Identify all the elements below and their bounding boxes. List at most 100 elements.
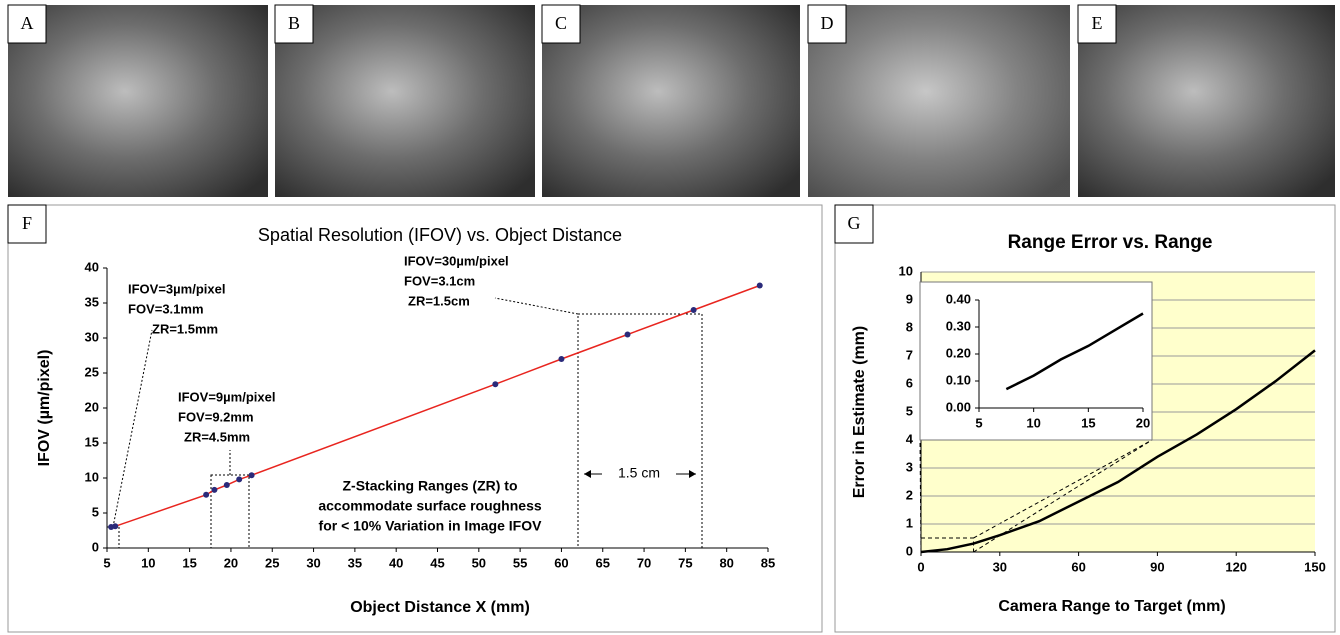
photo [275, 5, 535, 197]
x-tick-label: 45 [430, 555, 444, 570]
panel-label: A [21, 13, 34, 33]
chart-title: Spatial Resolution (IFOV) vs. Object Dis… [258, 225, 622, 245]
panel-label-box [1077, 4, 1117, 44]
y-tick-label: 10 [899, 263, 913, 278]
x-tick-label: 60 [554, 555, 568, 570]
data-point [248, 472, 255, 479]
data-point [223, 482, 230, 488]
data-point [624, 331, 631, 338]
photo [808, 5, 1070, 197]
panel-label: B [288, 13, 300, 33]
x-tick-label: 150 [1304, 559, 1326, 574]
series-line [1005, 312, 1144, 391]
plot-background [979, 300, 1143, 408]
y-tick-label: 20 [85, 399, 99, 414]
x-tick-label: 10 [141, 555, 155, 570]
data-point [236, 476, 243, 483]
y-axis-label: IFOV (µm/pixel) [36, 350, 53, 467]
annotation: IFOV=3µm/pixel [128, 281, 225, 296]
x-tick-label: 15 [182, 555, 196, 570]
x-tick-label: 120 [1225, 559, 1247, 574]
x-tick-label: 75 [678, 555, 692, 570]
x-axis-label: Camera Range to Target (mm) [998, 598, 1225, 615]
x-tick-label: 80 [719, 555, 733, 570]
series-line [920, 349, 1316, 554]
x-tick-label: 0 [917, 559, 924, 574]
data-point [492, 381, 499, 388]
y-tick-label: 30 [85, 329, 99, 344]
y-tick-label: 8 [906, 319, 913, 334]
x-tick-label: 15 [1081, 415, 1095, 430]
y-tick-label: 40 [85, 259, 99, 274]
x-tick-label: 10 [1026, 415, 1040, 430]
x-tick-label: 25 [265, 555, 279, 570]
annotation: ZR=4.5mm [184, 429, 250, 444]
y-tick-label: 5 [92, 504, 99, 519]
data-point [211, 486, 218, 493]
y-tick-label: 15 [85, 434, 99, 449]
panel-label: C [555, 13, 567, 33]
photo [8, 5, 268, 197]
x-tick-label: 30 [993, 559, 1007, 574]
panel-label-box [807, 4, 847, 44]
y-tick-label: 25 [85, 364, 99, 379]
leader [112, 329, 153, 528]
y-tick-label: 6 [906, 375, 913, 390]
x-tick-label: 90 [1150, 559, 1164, 574]
y-tick-label: 0.10 [946, 372, 971, 387]
photo [542, 5, 800, 197]
data-point [690, 307, 697, 313]
photo-row [8, 5, 1335, 197]
y-tick-label: 0.20 [946, 345, 971, 360]
panel-label-box [7, 4, 47, 44]
panel-label: D [821, 13, 834, 33]
chart-title: Range Error vs. Range [1008, 232, 1213, 253]
panel-label-box [834, 204, 874, 244]
data-point [558, 356, 565, 362]
y-tick-label: 9 [906, 291, 913, 306]
panel-frame [7, 204, 823, 633]
y-tick-label: 35 [85, 294, 99, 309]
x-tick-label: 30 [306, 555, 320, 570]
x-tick-label: 20 [224, 555, 238, 570]
annotation: for < 10% Variation in Image IFOV [319, 518, 543, 534]
y-tick-label: 0 [92, 539, 99, 554]
x-tick-label: 70 [637, 555, 651, 570]
panel-label: E [1092, 13, 1103, 33]
data-point [203, 491, 210, 498]
x-tick-label: 85 [761, 555, 775, 570]
panel-label-box [7, 204, 47, 244]
photo [1078, 5, 1335, 197]
data-point [112, 523, 119, 530]
annotation: FOV=3.1cm [404, 273, 475, 288]
annotation: FOV=3.1mm [128, 301, 204, 316]
y-tick-label: 7 [906, 347, 913, 362]
annotation: 1.5 cm [618, 465, 660, 481]
y-tick-label: 1 [906, 515, 913, 530]
x-tick-label: 60 [1071, 559, 1085, 574]
y-tick-label: 2 [906, 487, 913, 502]
panel-label-box [274, 4, 314, 44]
x-tick-label: 65 [596, 555, 610, 570]
zoom-line [973, 439, 1153, 539]
panel-label: G [848, 213, 861, 233]
y-tick-label: 5 [906, 403, 913, 418]
annotation: IFOV=30µm/pixel [404, 253, 509, 268]
x-tick-label: 5 [103, 555, 110, 570]
x-tick-label: 55 [513, 555, 527, 570]
y-tick-label: 3 [906, 459, 913, 474]
annotation: ZR=1.5mm [152, 321, 218, 336]
x-axis-label: Object Distance X (mm) [350, 599, 530, 616]
annotation: Z-Stacking Ranges (ZR) to [342, 478, 517, 494]
y-tick-label: 0.40 [946, 291, 971, 306]
y-tick-label: 10 [85, 469, 99, 484]
panel-label: F [22, 213, 32, 233]
annotation: FOV=9.2mm [178, 409, 254, 424]
y-axis-label: Error in Estimate (mm) [851, 326, 868, 498]
panel-label-box [541, 4, 581, 44]
series-line [111, 284, 760, 528]
x-tick-label: 50 [472, 555, 486, 570]
annotation: IFOV=9µm/pixel [178, 389, 275, 404]
annotation: accommodate surface roughness [318, 498, 542, 514]
